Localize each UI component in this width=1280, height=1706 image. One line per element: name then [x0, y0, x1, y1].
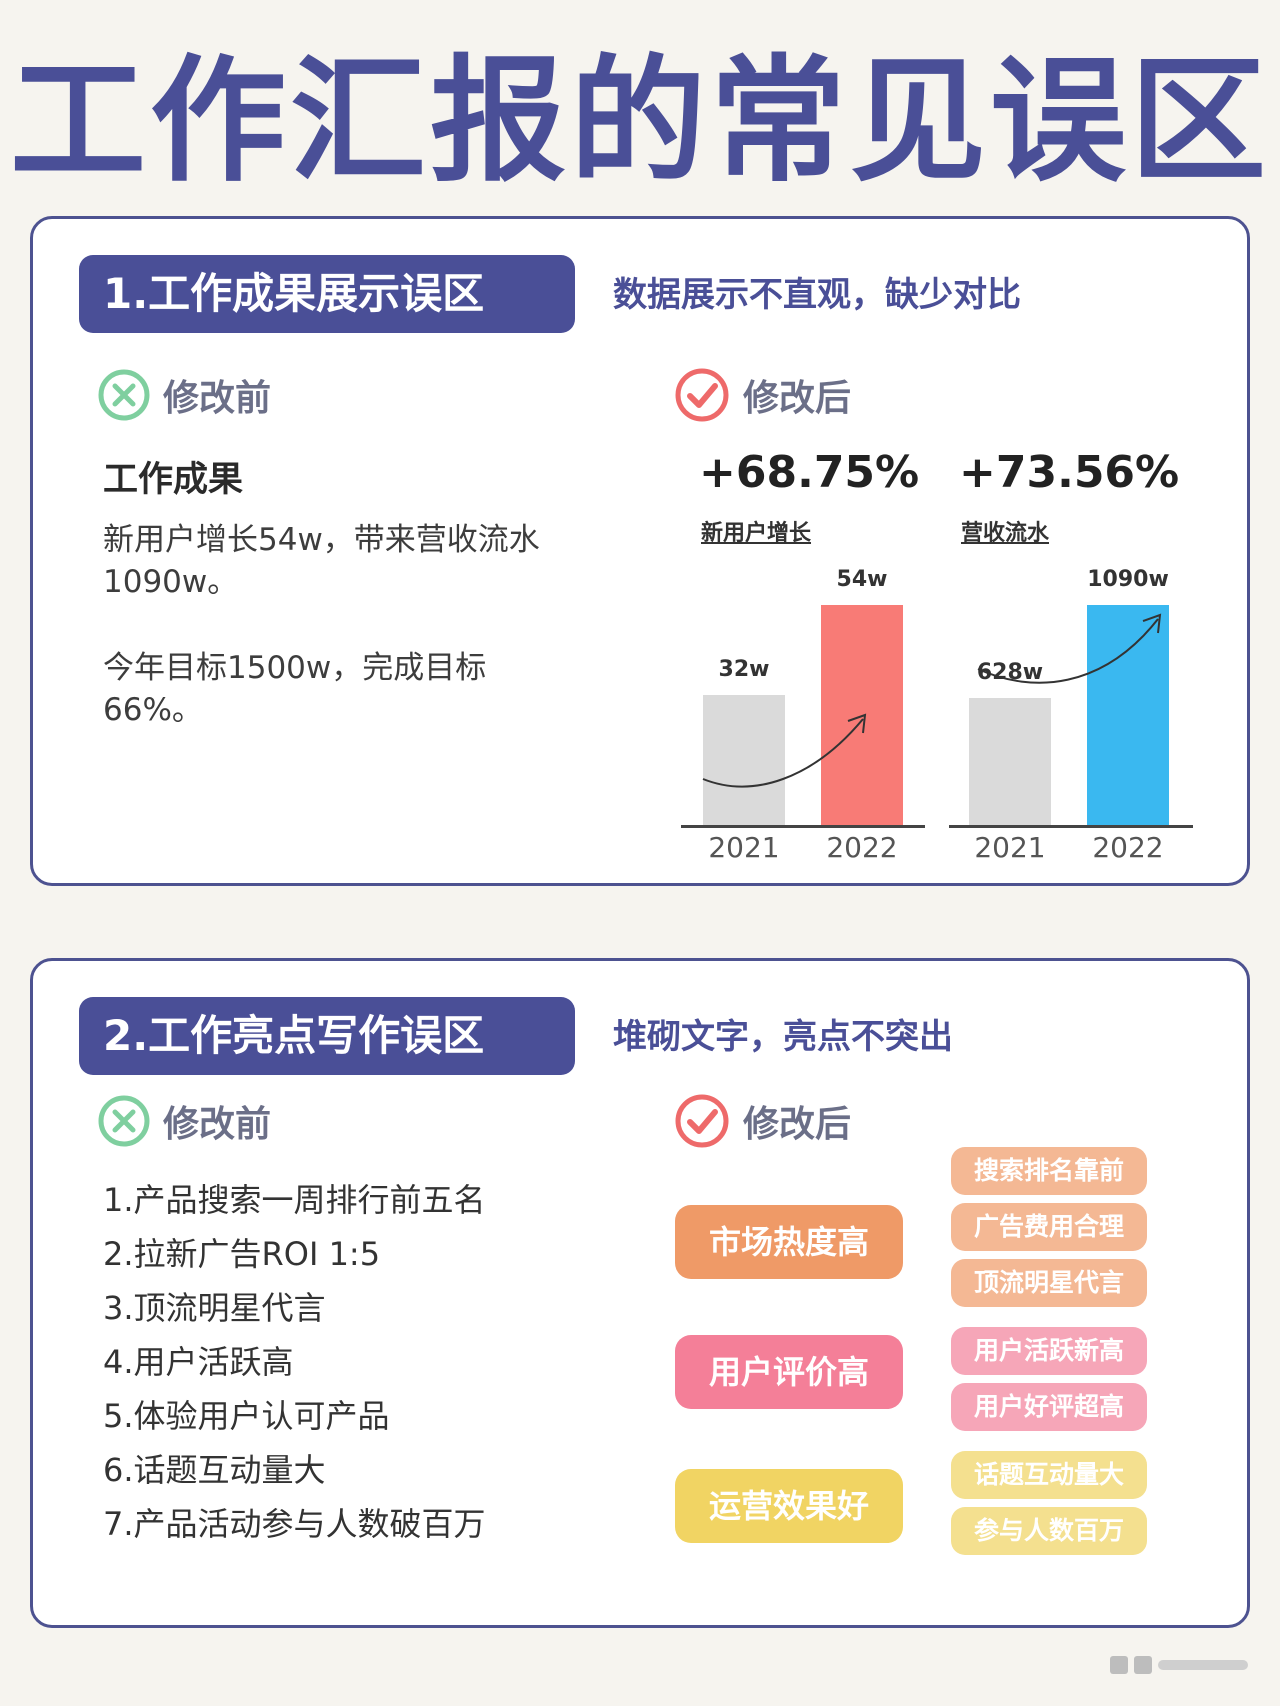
cross-circle-icon: [98, 1095, 150, 1147]
chart2-xlabel-2021: 2021: [974, 831, 1046, 864]
chart2-bar-2022: [1087, 605, 1169, 825]
after-header: 修改后: [673, 1091, 851, 1151]
section-label: 1.工作成果展示误区: [79, 255, 575, 333]
section-card-highlights: 2.工作亮点写作误区 堆砌文字，亮点不突出 修改前 修改后 1.产品搜索一周排行…: [30, 958, 1250, 1628]
growth-arrow-icon: [977, 613, 1162, 684]
tag-pill: 搜索排名靠前: [951, 1147, 1147, 1195]
target-paragraph: 今年目标1500w，完成目标66%。: [103, 650, 487, 728]
before-label: 修改前: [163, 378, 272, 419]
group-pill-users: 用户评价高: [675, 1335, 903, 1409]
section-label: 2.工作亮点写作误区: [79, 997, 575, 1075]
chart2-value-2022: 1090w: [1087, 567, 1169, 592]
section-card-results: 1.工作成果展示误区 数据展示不直观，缺少对比 修改前 修改后 工作成果 新用户…: [30, 216, 1250, 886]
chart1-value-2022: 54w: [836, 567, 888, 592]
chart2-xlabel-2022: 2022: [1092, 831, 1164, 864]
group-pill-operations: 运营效果好: [675, 1469, 903, 1543]
tag-pill: 用户好评超高: [951, 1383, 1147, 1431]
chart1-axis: [681, 825, 925, 828]
chart1-title: 新用户增长: [701, 521, 812, 546]
achievement-title: 工作成果: [103, 460, 244, 500]
after-label: 修改后: [743, 378, 852, 419]
tag-pill: 顶流明星代言: [951, 1259, 1147, 1307]
list-item: 3.顶流明星代言: [103, 1289, 326, 1327]
chart1-bar-2021: [703, 695, 785, 825]
list-item: 1.产品搜索一周排行前五名: [103, 1181, 486, 1219]
list-item: 5.体验用户认可产品: [103, 1397, 390, 1435]
chart1-xlabel-2022: 2022: [826, 831, 898, 864]
section-subtitle: 堆砌文字，亮点不突出: [613, 1017, 953, 1057]
before-label: 修改前: [163, 1104, 272, 1145]
tag-pill: 用户活跃新高: [951, 1327, 1147, 1375]
chart2-bar-2021: [969, 698, 1051, 825]
list-item: 4.用户活跃高: [103, 1343, 294, 1381]
before-header: 修改前: [97, 365, 271, 425]
chart2-headline: +73.56%: [959, 447, 1180, 498]
after-header: 修改后: [673, 365, 851, 425]
check-circle-icon: [675, 1094, 729, 1148]
check-circle-icon: [675, 368, 729, 422]
cross-circle-icon: [98, 369, 150, 421]
chart1-value-2021: 32w: [718, 657, 770, 682]
tag-pill: 参与人数百万: [951, 1507, 1147, 1555]
achievement-paragraph: 新用户增长54w，带来营收流水1090w。: [103, 522, 540, 600]
highlight-list: 1.产品搜索一周排行前五名 2.拉新广告ROI 1:5 3.顶流明星代言 4.用…: [103, 1173, 486, 1551]
chart1-xlabel-2021: 2021: [708, 831, 780, 864]
chart2-axis: [949, 825, 1193, 828]
group-pill-market: 市场热度高: [675, 1205, 903, 1279]
list-item: 6.话题互动量大: [103, 1451, 326, 1489]
watermark-icon: [1110, 1656, 1248, 1674]
chart2-title: 营收流水: [961, 521, 1050, 546]
growth-arrow-icon: [702, 713, 867, 788]
page-title: 工作汇报的常见误区: [10, 43, 1270, 201]
list-item: 7.产品活动参与人数破百万: [103, 1505, 486, 1543]
tag-pill: 广告费用合理: [951, 1203, 1147, 1251]
tag-pill: 话题互动量大: [951, 1451, 1147, 1499]
list-item: 2.拉新广告ROI 1:5: [103, 1235, 381, 1273]
after-label: 修改后: [743, 1104, 852, 1145]
section-subtitle: 数据展示不直观，缺少对比: [613, 275, 1021, 315]
chart1-headline: +68.75%: [699, 447, 920, 498]
before-header: 修改前: [97, 1091, 271, 1151]
